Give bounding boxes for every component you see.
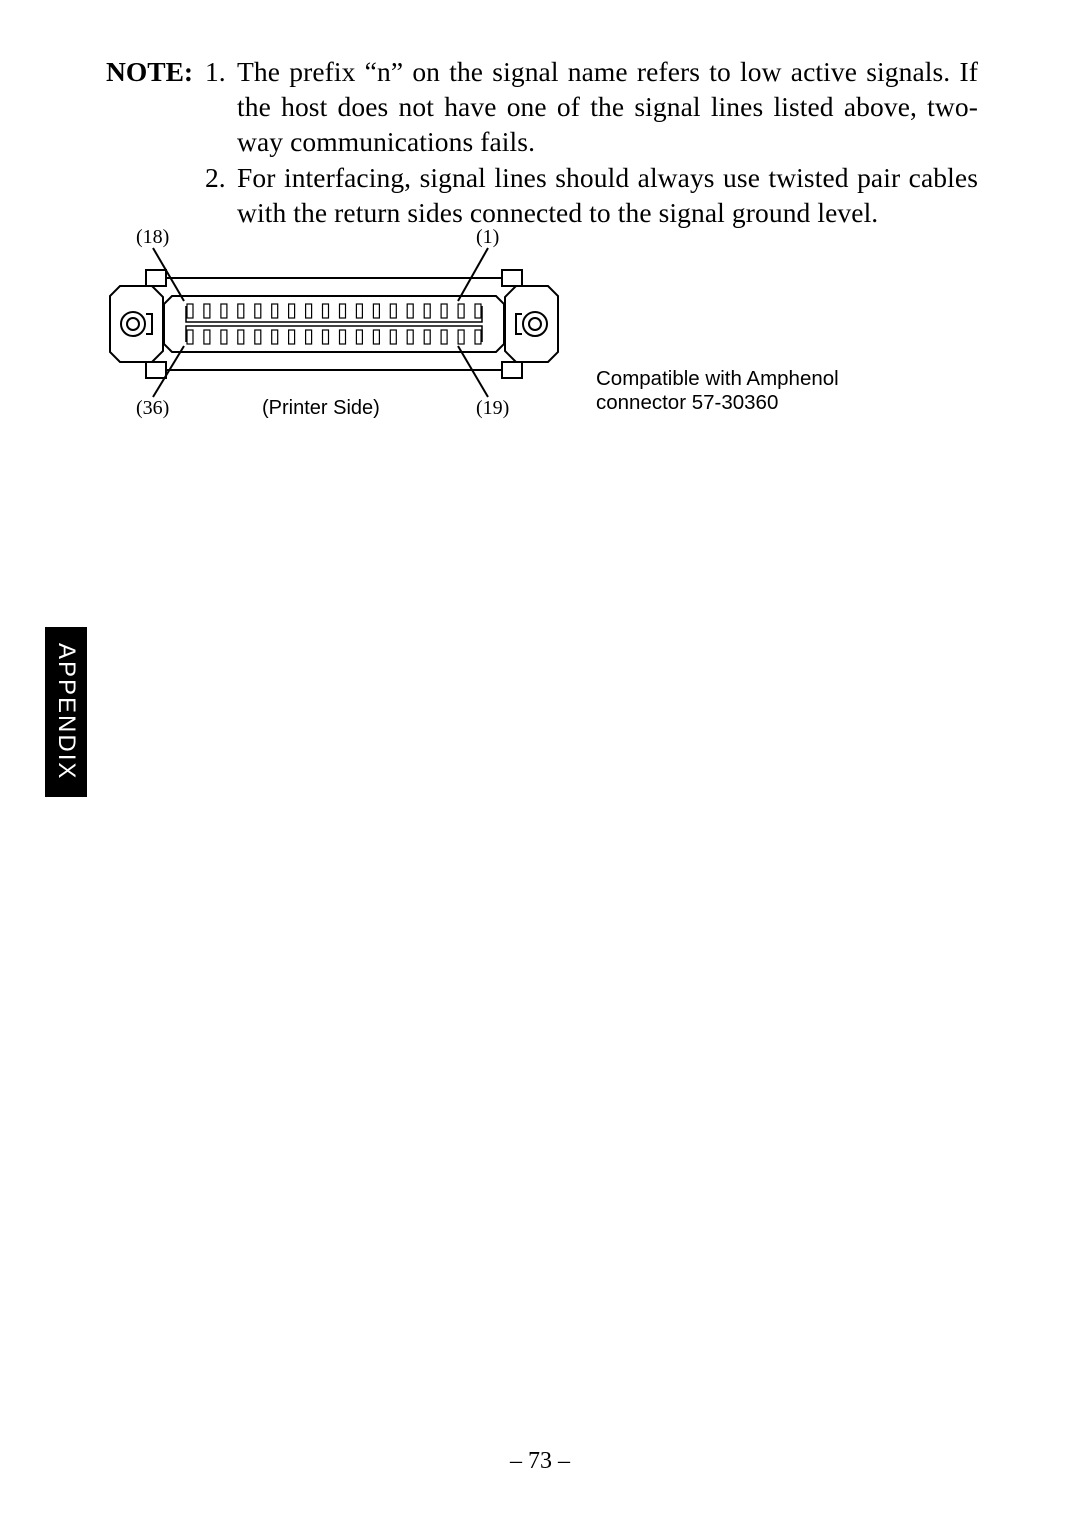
note-item-2: 2. For interfacing, signal lines should … <box>205 160 978 230</box>
note-list: 1. The prefix “n” on the signal name ref… <box>205 54 978 230</box>
connector-svg <box>100 226 570 426</box>
note-item-2-number: 2. <box>205 160 226 195</box>
note-item-1: 1. The prefix “n” on the signal name ref… <box>205 54 978 160</box>
note-item-2-text: For interfacing, signal lines should alw… <box>237 160 978 230</box>
compat-line1: Compatible with Amphenol <box>596 367 839 390</box>
connector-diagram: (18) (1) (36) (19) (Printer Side) Compat… <box>100 226 980 426</box>
note-item-1-number: 1. <box>205 54 226 89</box>
page-number: – 73 – <box>0 1448 1080 1475</box>
compat-text: Compatible with Amphenol connector 57-30… <box>596 367 839 415</box>
note-label: NOTE: <box>106 54 193 89</box>
compat-line2: connector 57-30360 <box>596 391 778 414</box>
appendix-tab: APPENDIX <box>45 627 87 797</box>
appendix-tab-label: APPENDIX <box>52 643 80 780</box>
page: NOTE: 1. The prefix “n” on the signal na… <box>0 0 1080 1533</box>
note-item-1-text: The prefix “n” on the signal name refers… <box>237 54 978 160</box>
